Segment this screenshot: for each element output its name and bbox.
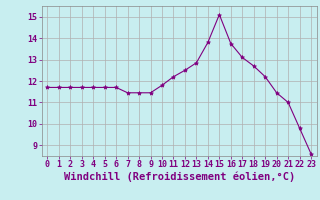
X-axis label: Windchill (Refroidissement éolien,°C): Windchill (Refroidissement éolien,°C) — [64, 172, 295, 182]
